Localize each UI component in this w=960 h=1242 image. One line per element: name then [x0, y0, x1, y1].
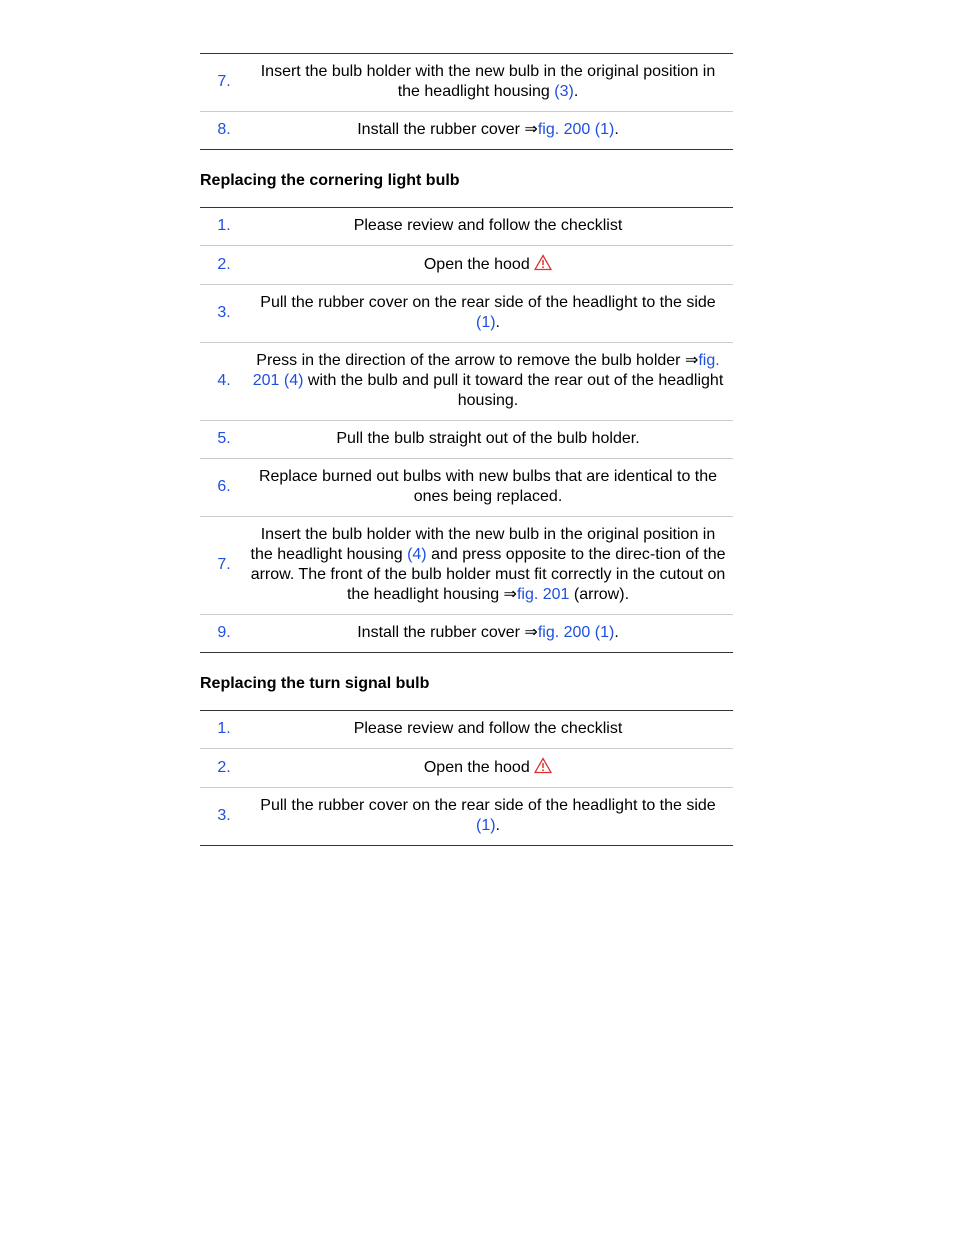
step-number: 5.	[217, 430, 231, 447]
text: .	[614, 121, 619, 138]
step-row: 6. Replace burned out bulbs with new bulb…	[200, 458, 733, 516]
text: .	[495, 817, 500, 834]
text: Open the hood	[423, 256, 535, 273]
step-text: Please review and follow the checklist	[248, 719, 733, 739]
text: Please review and follow the checklist	[353, 217, 623, 234]
text: Insert the bulb holder with the new bulb…	[260, 63, 716, 100]
step-number: 9.	[217, 624, 231, 641]
steps-table: 1. Please review and follow the checklist…	[200, 710, 733, 846]
text: Pull the rubber cover on the rear side o…	[260, 797, 716, 814]
step-text: Open the hood	[248, 757, 733, 778]
step-row: 7. Insert the bulb holder with the new bu…	[200, 54, 733, 111]
step-row: 3. Pull the rubber cover on the rear side…	[200, 787, 733, 845]
step-number: 8.	[217, 121, 231, 138]
text: Install the rubber cover ⇒	[357, 121, 538, 138]
step-text: Insert the bulb holder with the new bulb…	[248, 62, 733, 102]
link[interactable]: (1)	[475, 314, 496, 331]
text: with the bulb and pull it toward the rea…	[303, 372, 724, 409]
step-text: Pull the rubber cover on the rear side o…	[248, 293, 733, 333]
step-row: 2. Open the hood	[200, 748, 733, 787]
section-heading: Replacing the turn signal bulb	[200, 675, 430, 692]
text: Open the hood	[423, 759, 535, 776]
link[interactable]: fig. 200 (1)	[537, 624, 615, 641]
link[interactable]: (3)	[554, 83, 574, 100]
step-number: 7.	[217, 73, 231, 90]
step-text: Press in the direction of the arrow to r…	[248, 351, 733, 411]
step-number: 3.	[217, 807, 231, 824]
step-row: 5. Pull the bulb straight out of the bulb…	[200, 420, 733, 458]
step-number: 2.	[217, 758, 231, 776]
step-row: 1. Please review and follow the checklist	[200, 711, 733, 748]
warning-icon	[534, 254, 553, 271]
step-number: 7.	[217, 556, 231, 573]
step-text: Pull the rubber cover on the rear side o…	[248, 796, 733, 836]
step-row: 4. Press in the direction of the arrow to…	[200, 342, 733, 420]
step-row: 7. Insert the bulb holder with the new bu…	[200, 516, 733, 614]
step-row: 8. Install the rubber cover ⇒fig. 200 (1)…	[200, 111, 733, 149]
link[interactable]: fig. 201	[516, 586, 570, 603]
step-text: Insert the bulb holder with the new bulb…	[248, 525, 733, 605]
step-number: 1.	[217, 720, 231, 737]
steps-table: 7. Insert the bulb holder with the new bu…	[200, 53, 733, 150]
text: Please review and follow the checklist	[353, 720, 623, 737]
text: (arrow).	[569, 586, 630, 603]
step-number: 2.	[217, 255, 231, 273]
section-heading: Replacing the cornering light bulb	[200, 172, 460, 189]
step-number: 1.	[217, 217, 231, 234]
step-text: Open the hood	[248, 254, 733, 275]
step-row: 9. Install the rubber cover ⇒fig. 200 (1)…	[200, 614, 733, 652]
text: .	[573, 83, 579, 100]
text: Pull the bulb straight out of the bulb h…	[336, 430, 640, 447]
step-number: 3.	[217, 304, 231, 321]
text: Replace burned out bulbs with new bulbs …	[258, 468, 718, 505]
text: .	[495, 314, 500, 331]
link[interactable]: (1)	[475, 817, 496, 834]
warning-icon	[534, 757, 553, 774]
step-row: 3. Pull the rubber cover on the rear side…	[200, 284, 733, 342]
step-row: 2. Open the hood	[200, 245, 733, 284]
text: .	[614, 624, 619, 641]
step-text: Install the rubber cover ⇒fig. 200 (1).	[248, 623, 733, 643]
step-text: Replace burned out bulbs with new bulbs …	[248, 467, 733, 507]
step-row: 1. Please review and follow the checklist	[200, 208, 733, 245]
link[interactable]: fig. 201 (4)	[252, 352, 720, 389]
text: Press in the direction of the arrow to r…	[256, 352, 699, 369]
step-number: 4.	[217, 372, 231, 389]
link[interactable]: (4)	[407, 546, 427, 563]
text: Install the rubber cover ⇒	[357, 624, 538, 641]
step-text: Please review and follow the checklist	[248, 216, 733, 236]
step-number: 6.	[217, 478, 231, 495]
link[interactable]: fig. 200 (1)	[537, 121, 615, 138]
text: Pull the rubber cover on the rear side o…	[260, 294, 716, 311]
document: 7. Insert the bulb holder with the new bu…	[200, 53, 733, 846]
step-text: Install the rubber cover ⇒fig. 200 (1).	[248, 120, 733, 140]
text: Insert the bulb holder with the new bulb…	[250, 526, 716, 563]
text: and press opposite to the direc-tion of …	[250, 546, 726, 603]
steps-table: 1. Please review and follow the checklist…	[200, 207, 733, 653]
step-text: Pull the bulb straight out of the bulb h…	[248, 429, 733, 449]
